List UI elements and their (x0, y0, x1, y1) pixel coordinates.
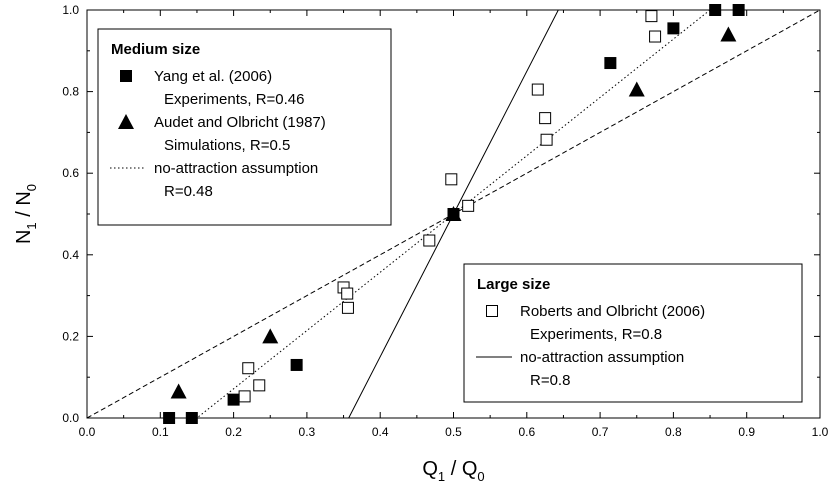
y-tick-label-1: 0.2 (62, 329, 79, 343)
x-axis-title-a: Q (422, 458, 438, 480)
y-tick-label-3: 0.6 (62, 166, 79, 180)
x-tick-label-1: 0.1 (152, 425, 169, 439)
y-axis-title-b-sub: 0 (24, 184, 39, 191)
point-filled-square-6 (667, 22, 680, 35)
legend-marker-0-0 (120, 70, 132, 82)
legend-title-1: Large size (477, 276, 550, 293)
y-axis-title-b: N (13, 191, 35, 205)
ticks-layer: 0.0 0.1 0.2 0.3 0.4 0.5 0.6 0.7 0.8 0.9 1.0 0.0 0.2 0… (62, 3, 828, 439)
y-tick-label-5: 1.0 (62, 3, 79, 17)
point-open-square-2 (253, 379, 266, 392)
point-open-square-13 (645, 10, 658, 23)
legend-title-0: Medium size (111, 41, 200, 58)
point-open-square-4 (341, 287, 354, 300)
y-tick-label-4: 0.8 (62, 85, 79, 99)
x-axis-title-sep: / (445, 458, 462, 480)
point-open-square-11 (539, 112, 552, 125)
legends-layer: Medium size Yang et al. (2006) Experiments… (97, 28, 803, 403)
y-tick-label-2: 0.4 (62, 248, 79, 262)
x-tick-label-2: 0.2 (225, 425, 242, 439)
y-axis-title-a-sub: 1 (24, 222, 39, 229)
x-tick-label-0: 0.0 (79, 425, 96, 439)
legend-box-1 (463, 263, 803, 403)
point-open-square-7 (445, 173, 458, 186)
y-axis-title-a: N (13, 230, 35, 244)
x-tick-label-8: 0.8 (665, 425, 682, 439)
x-tick-label-7: 0.7 (592, 425, 609, 439)
point-open-square-0 (238, 390, 251, 403)
legend-sublabel-1-1: R=0.8 (530, 372, 570, 389)
legend-box-0 (97, 28, 392, 226)
legend-label-1-0: Roberts and Olbricht (2006) (520, 303, 705, 320)
point-filled-square-2 (227, 393, 240, 406)
legend-1: Large size Roberts and Olbricht (2006) Exp… (463, 263, 803, 403)
x-axis-title-b: Q (462, 458, 478, 480)
point-open-square-10 (531, 83, 544, 96)
point-filled-triangle-0 (170, 383, 187, 399)
legend-marker-1-0 (486, 305, 498, 317)
legend-sublabel-0-2: R=0.48 (164, 183, 213, 200)
legend-label-0-1: Audet and Olbricht (1987) (154, 114, 326, 131)
point-open-square-5 (341, 301, 354, 314)
legend-marker-0-1 (118, 114, 134, 129)
x-tick-label-3: 0.3 (299, 425, 316, 439)
y-axis-title-sep: / (13, 206, 35, 223)
legend-sublabel-0-1: Simulations, R=0.5 (164, 137, 290, 154)
point-open-square-12 (540, 133, 553, 146)
legend-0: Medium size Yang et al. (2006) Experiments… (97, 28, 392, 226)
x-axis-title: Q1 / Q0 (422, 458, 484, 484)
point-filled-triangle-3 (628, 81, 645, 97)
y-axis-title: N1 / N0 (13, 184, 39, 244)
point-filled-triangle-2 (445, 206, 462, 221)
point-open-square-9 (462, 199, 475, 212)
x-tick-label-4: 0.4 (372, 425, 389, 439)
point-filled-triangle-1 (262, 328, 279, 344)
x-axis-title-b-sub: 0 (477, 469, 484, 484)
point-open-square-6 (423, 234, 436, 247)
x-tick-label-6: 0.6 (518, 425, 535, 439)
x-tick-label-5: 0.5 (445, 425, 462, 439)
legend-label-0-2: no-attraction assumption (154, 160, 318, 177)
point-open-square-14 (649, 30, 662, 43)
point-filled-square-5 (604, 57, 617, 70)
x-tick-label-10: 1.0 (812, 425, 829, 439)
legend-sublabel-1-0: Experiments, R=0.8 (530, 326, 662, 343)
legend-label-0-0: Yang et al. (2006) (154, 68, 272, 85)
point-open-square-1 (242, 362, 255, 375)
point-filled-triangle-4 (720, 26, 737, 42)
legend-sublabel-0-0: Experiments, R=0.46 (164, 91, 305, 108)
x-axis-title-a-sub: 1 (438, 469, 445, 484)
y-tick-label-0: 0.0 (62, 411, 79, 425)
legend-label-1-1: no-attraction assumption (520, 349, 684, 366)
point-filled-square-3 (290, 358, 303, 371)
x-tick-label-9: 0.9 (738, 425, 755, 439)
